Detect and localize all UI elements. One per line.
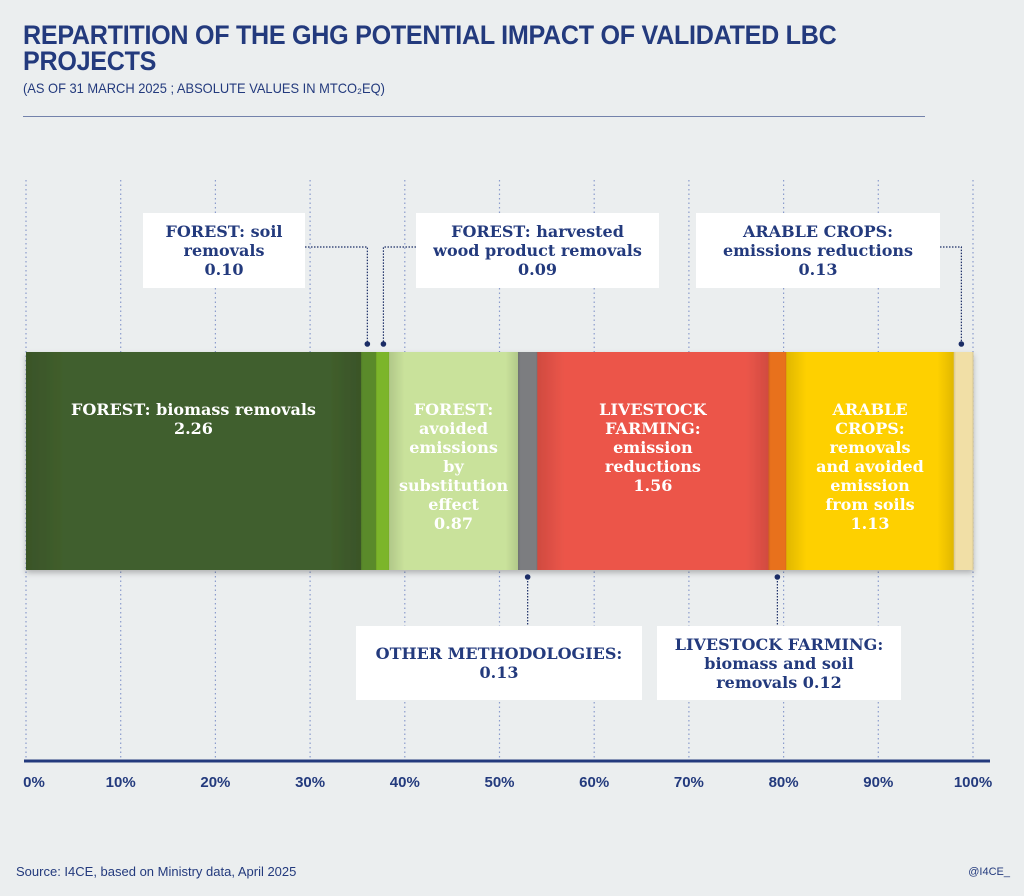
label-line: ARABLE CROPS: [742,222,894,241]
connector-line [305,246,368,343]
label-line: OTHER METHODOLOGIES: [375,644,623,663]
label-line: emissions [409,438,498,457]
label-line: removals [829,438,911,457]
x-tick-label: 100% [953,774,993,791]
label-line: FOREST: [413,400,494,419]
connector-dot [380,341,387,347]
bar-segment-shading [953,352,974,570]
x-tick-label: 30% [295,774,326,791]
bar-segment-shading [537,352,769,570]
label-line: emission [613,438,693,457]
source-note: Source: I4CE, based on Ministry data, Ap… [16,864,297,879]
callout-label: FOREST: harvested wood product removals 0.… [416,213,659,288]
x-tick-label: 70% [673,774,704,791]
bar-segment-shading [26,352,362,570]
label-line: 0.13 [479,663,519,682]
connector-dot [958,341,965,347]
callout-label: LIVESTOCK FARMING: biomass and soil remova… [657,626,901,700]
x-tick-label: 80% [768,774,799,791]
label-line: emission [830,476,910,495]
label-line: 1.13 [850,514,890,533]
chart-title: REPARTITION OF THE GHG POTENTIAL IMPACT … [23,20,837,76]
label-line: substitution [398,476,509,495]
segment-label: ARABLE CROPS: removals and avoided emission f… [790,400,949,533]
bar-segment-shading [768,352,787,570]
x-tick-label: 40% [389,774,420,791]
label-line: reductions [604,457,701,476]
label-line: avoided [419,419,489,438]
title-divider [23,116,925,117]
label-line: effect [428,495,479,514]
callout-label: FOREST: soil removals 0.10 [143,213,305,288]
connector-dot [774,574,781,580]
bar-segment-shading [389,352,519,570]
label-line: LIVESTOCK [599,400,707,419]
label-line: 1.56 [633,476,673,495]
x-tick-label: 50% [484,774,515,791]
x-tick-label: 0% [23,774,45,791]
label-line: and avoided [816,457,924,476]
label-line: LIVESTOCK FARMING: [674,634,884,654]
chart-subtitle: (AS OF 31 MARCH 2025 ; ABSOLUTE VALUES I… [23,80,385,96]
label-line: wood product removals [433,241,642,260]
label-line: 0.13 [798,260,838,279]
label-line: 2.26 [173,419,213,438]
label-line: ARABLE [832,400,908,419]
connector-dot [524,574,531,580]
label-line: 0.09 [518,260,557,279]
connector-line [940,246,962,343]
bar-segment-shading [375,352,390,570]
label-line: FOREST: biomass removals [70,400,316,419]
label-line: removals [183,241,265,260]
segment-label: FOREST: avoided emissions by substitution eff… [393,400,514,533]
label-line: biomass and soil [704,653,854,673]
connector-dot [364,341,371,347]
x-tick-label: 60% [579,774,610,791]
segment-label: LIVESTOCK FARMING: emission reductions 1.56 [541,400,764,495]
label-line: CROPS: [835,419,905,438]
connector-line [382,246,416,343]
label-line: from soils [825,495,915,514]
label-line: 0.87 [434,514,474,533]
x-tick-label: 90% [863,774,894,791]
callout-label: OTHER METHODOLOGIES: 0.13 [356,626,642,700]
twitter-handle: @I4CE_ [968,866,1010,878]
bar-segment-shading [786,352,955,570]
x-tick-label: 10% [105,774,136,791]
label-line: 0.10 [204,260,244,279]
bar-segment-shading [518,352,538,570]
segment-label: FOREST: biomass removals 2.26 [30,400,357,438]
label-line: emissions reductions [722,241,914,260]
bar-segment-shading [360,352,377,570]
label-line: by [443,457,464,476]
callout-label: ARABLE CROPS: emissions reductions 0.13 [696,213,940,288]
label-line: FOREST: soil [165,222,283,241]
label-line: removals 0.12 [716,672,842,692]
label-line: FARMING: [605,419,701,438]
label-line: FOREST: harvested [451,222,624,241]
x-tick-label: 20% [200,774,231,791]
